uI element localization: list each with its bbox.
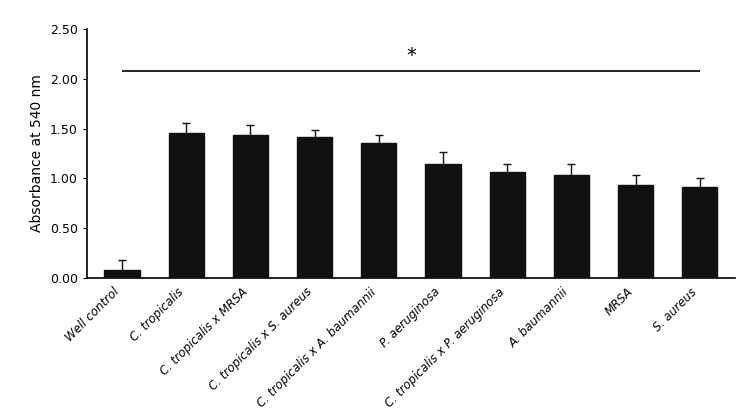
- Text: C. tropicalis x S. aureus: C. tropicalis x S. aureus: [207, 286, 314, 393]
- Bar: [361, 143, 397, 278]
- Bar: [553, 176, 589, 278]
- Text: MRSA: MRSA: [602, 286, 636, 319]
- Bar: [169, 133, 204, 278]
- Text: P. aeruginosa: P. aeruginosa: [379, 286, 443, 350]
- Bar: [233, 134, 268, 278]
- Text: Well control: Well control: [63, 286, 122, 344]
- Text: C. tropicalis x P. aeruginosa: C. tropicalis x P. aeruginosa: [383, 286, 507, 410]
- Text: S. aureus: S. aureus: [651, 286, 700, 334]
- Text: C. tropicalis x A. baumannii: C. tropicalis x A. baumannii: [255, 286, 379, 410]
- Bar: [425, 164, 461, 278]
- Y-axis label: Absorbance at 540 nm: Absorbance at 540 nm: [30, 75, 44, 232]
- Bar: [104, 270, 139, 278]
- Text: A. baumannii: A. baumannii: [507, 286, 572, 350]
- Bar: [682, 188, 718, 278]
- Text: *: *: [406, 46, 416, 65]
- Text: C. tropicalis: C. tropicalis: [127, 286, 186, 344]
- Bar: [618, 186, 653, 278]
- Bar: [297, 137, 333, 278]
- Text: C. tropicalis x MRSA: C. tropicalis x MRSA: [158, 286, 250, 378]
- Bar: [489, 173, 525, 278]
